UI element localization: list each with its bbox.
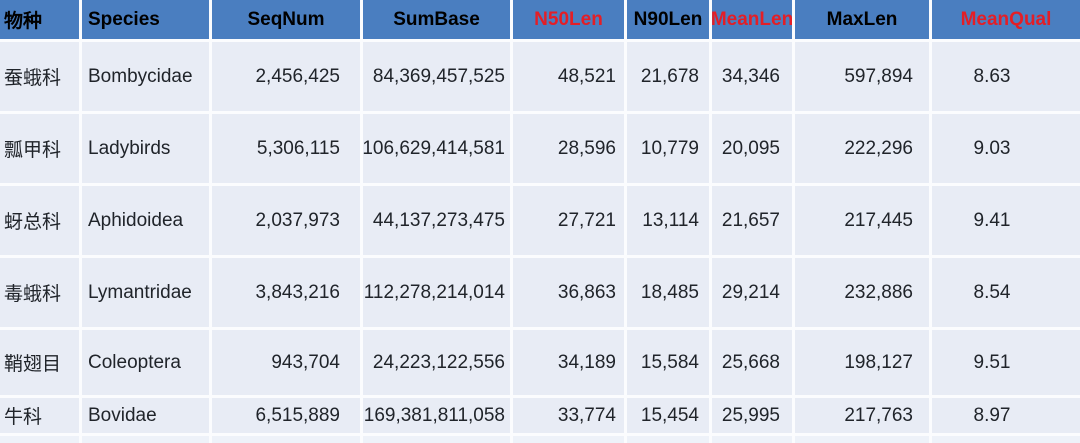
cell-row4-species_cn: 鞘翅目 <box>0 330 79 395</box>
cell-row4-n90_len: 15,584 <box>627 330 709 395</box>
column-header-seq_num: SeqNum <box>212 0 360 39</box>
cell-row2-n50_len: 27,721 <box>513 186 624 255</box>
cell-row3-mean_len: 29,214 <box>712 258 792 327</box>
cell-row1-species_cn: 瓢甲科 <box>0 114 79 183</box>
cell-row3-species: Lymantridae <box>82 258 209 327</box>
cell-row1-mean_qual: 9.03 <box>932 114 1080 183</box>
cropped-row-sliver-sum_base <box>363 436 510 443</box>
cell-row3-seq_num: 3,843,216 <box>212 258 360 327</box>
cell-row0-n90_len: 21,678 <box>627 42 709 111</box>
cropped-row-sliver-mean_qual <box>932 436 1080 443</box>
cropped-row-sliver-species_cn <box>0 436 79 443</box>
cell-row2-species: Aphidoidea <box>82 186 209 255</box>
cell-row1-seq_num: 5,306,115 <box>212 114 360 183</box>
cell-row3-n90_len: 18,485 <box>627 258 709 327</box>
column-header-sum_base: SumBase <box>363 0 510 39</box>
cropped-row-sliver-n90_len <box>627 436 709 443</box>
column-header-species: Species <box>82 0 209 39</box>
cell-row5-max_len: 217,763 <box>795 398 929 433</box>
cell-row4-mean_len: 25,668 <box>712 330 792 395</box>
column-header-mean_len: MeanLen <box>712 0 792 39</box>
cell-row0-species: Bombycidae <box>82 42 209 111</box>
cell-row0-mean_qual: 8.63 <box>932 42 1080 111</box>
cell-row3-max_len: 232,886 <box>795 258 929 327</box>
cell-row4-sum_base: 24,223,122,556 <box>363 330 510 395</box>
column-header-n90_len: N90Len <box>627 0 709 39</box>
cropped-row-sliver-max_len <box>795 436 929 443</box>
cell-row2-mean_len: 21,657 <box>712 186 792 255</box>
cell-row5-species: Bovidae <box>82 398 209 433</box>
cell-row1-n90_len: 10,779 <box>627 114 709 183</box>
cell-row5-species_cn: 牛科 <box>0 398 79 433</box>
cell-row1-mean_len: 20,095 <box>712 114 792 183</box>
cell-row2-n90_len: 13,114 <box>627 186 709 255</box>
cell-row0-mean_len: 34,346 <box>712 42 792 111</box>
cell-row4-seq_num: 943,704 <box>212 330 360 395</box>
cell-row2-mean_qual: 9.41 <box>932 186 1080 255</box>
cell-row0-n50_len: 48,521 <box>513 42 624 111</box>
cell-row5-mean_len: 25,995 <box>712 398 792 433</box>
cell-row4-n50_len: 34,189 <box>513 330 624 395</box>
cell-row3-mean_qual: 8.54 <box>932 258 1080 327</box>
column-header-species_cn: 物种 <box>0 0 79 39</box>
cell-row5-sum_base: 169,381,811,058 <box>363 398 510 433</box>
cell-row1-sum_base: 106,629,414,581 <box>363 114 510 183</box>
cell-row5-n90_len: 15,454 <box>627 398 709 433</box>
cell-row0-seq_num: 2,456,425 <box>212 42 360 111</box>
cropped-row-sliver-mean_len <box>712 436 792 443</box>
cropped-row-sliver-species <box>82 436 209 443</box>
cell-row0-sum_base: 84,369,457,525 <box>363 42 510 111</box>
cell-row5-mean_qual: 8.97 <box>932 398 1080 433</box>
cropped-row-sliver-n50_len <box>513 436 624 443</box>
column-header-n50_len: N50Len <box>513 0 624 39</box>
cell-row1-max_len: 222,296 <box>795 114 929 183</box>
cell-row2-seq_num: 2,037,973 <box>212 186 360 255</box>
column-header-mean_qual: MeanQual <box>932 0 1080 39</box>
cell-row1-n50_len: 28,596 <box>513 114 624 183</box>
cell-row3-species_cn: 毒蛾科 <box>0 258 79 327</box>
cell-row1-species: Ladybirds <box>82 114 209 183</box>
cell-row0-max_len: 597,894 <box>795 42 929 111</box>
cell-row2-sum_base: 44,137,273,475 <box>363 186 510 255</box>
cell-row4-species: Coleoptera <box>82 330 209 395</box>
cell-row5-seq_num: 6,515,889 <box>212 398 360 433</box>
cell-row3-sum_base: 112,278,214,014 <box>363 258 510 327</box>
cell-row4-max_len: 198,127 <box>795 330 929 395</box>
cell-row0-species_cn: 蚕蛾科 <box>0 42 79 111</box>
column-header-max_len: MaxLen <box>795 0 929 39</box>
cell-row2-species_cn: 蚜总科 <box>0 186 79 255</box>
cell-row2-max_len: 217,445 <box>795 186 929 255</box>
cell-row4-mean_qual: 9.51 <box>932 330 1080 395</box>
cropped-row-sliver-seq_num <box>212 436 360 443</box>
cell-row5-n50_len: 33,774 <box>513 398 624 433</box>
cell-row3-n50_len: 36,863 <box>513 258 624 327</box>
